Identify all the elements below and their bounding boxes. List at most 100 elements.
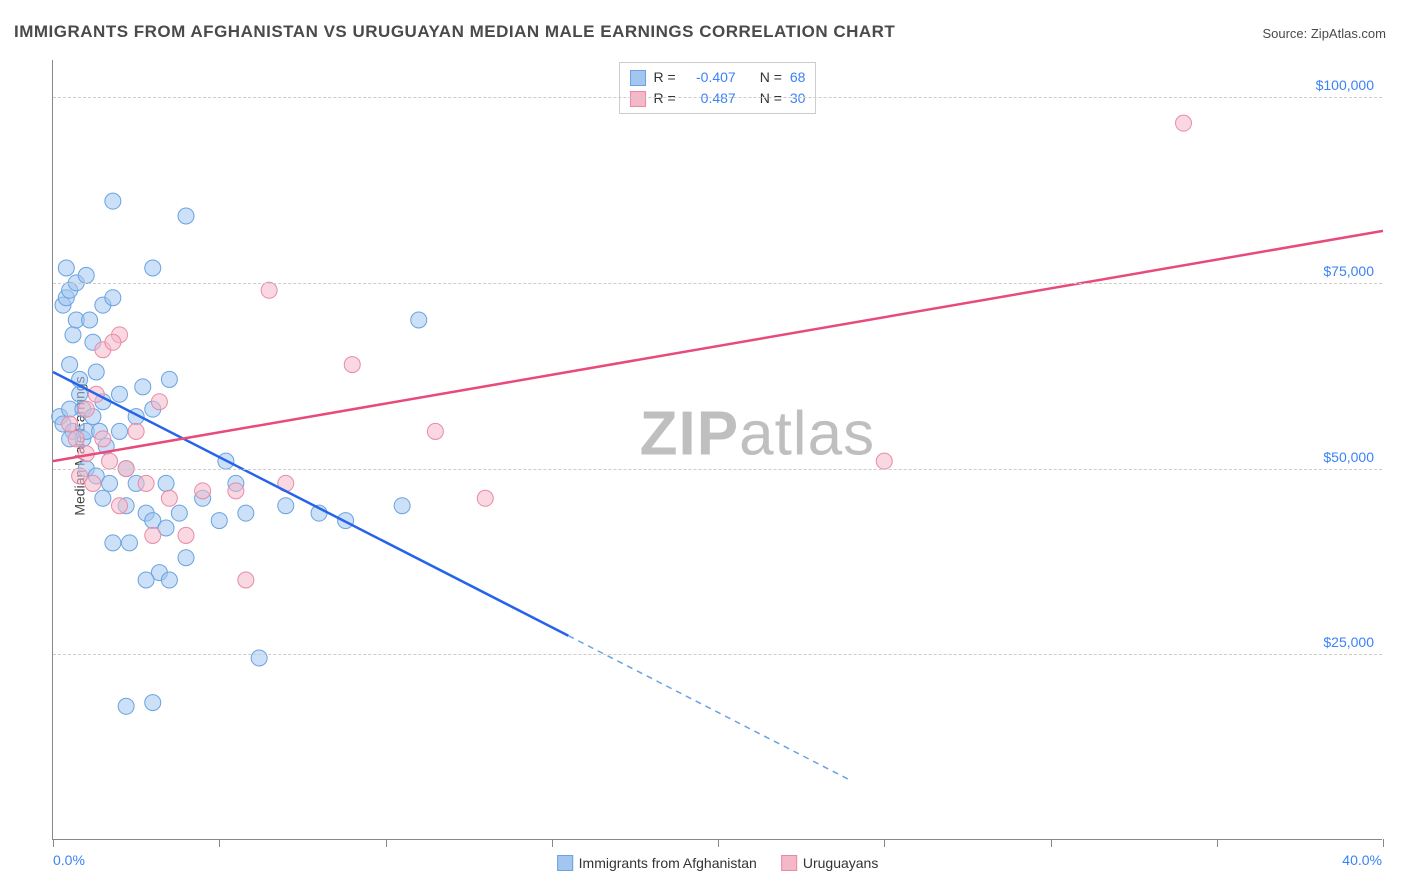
afghanistan-point: [145, 695, 161, 711]
r-value: 0.487: [684, 88, 736, 109]
afghanistan-point: [411, 312, 427, 328]
legend-swatch: [557, 855, 573, 871]
afghanistan-trendline-extrapolated: [568, 636, 851, 781]
afghanistan-point: [138, 572, 154, 588]
legend-series-label: Uruguayans: [803, 855, 879, 871]
uruguayans-point: [344, 357, 360, 373]
series-legend: Immigrants from Afghanistan Uruguayans: [557, 855, 879, 871]
uruguayans-point: [876, 453, 892, 469]
correlation-legend: R = -0.407 N = 68 R = 0.487 N = 30: [619, 62, 817, 114]
source-attribution: Source: ZipAtlas.com: [1262, 26, 1386, 41]
y-tick-label: $50,000: [1323, 449, 1374, 465]
x-tick: [1383, 839, 1384, 847]
uruguayans-point: [68, 431, 84, 447]
afghanistan-point: [178, 208, 194, 224]
afghanistan-point: [121, 535, 137, 551]
gridline: [53, 654, 1382, 655]
afghanistan-point: [118, 698, 134, 714]
x-tick-label: 40.0%: [1342, 852, 1382, 868]
legend-series-label: Immigrants from Afghanistan: [579, 855, 757, 871]
uruguayans-point: [112, 498, 128, 514]
afghanistan-point: [62, 357, 78, 373]
uruguayans-point: [1176, 115, 1192, 131]
uruguayans-point: [85, 475, 101, 491]
afghanistan-point: [394, 498, 410, 514]
gridline: [53, 97, 1382, 98]
afghanistan-point: [171, 505, 187, 521]
chart-container: IMMIGRANTS FROM AFGHANISTAN VS URUGUAYAN…: [0, 0, 1406, 892]
afghanistan-point: [58, 260, 74, 276]
afghanistan-point: [82, 312, 98, 328]
r-value: -0.407: [684, 67, 736, 88]
r-label: R =: [654, 67, 676, 88]
x-tick-label: 0.0%: [53, 852, 85, 868]
afghanistan-point: [78, 267, 94, 283]
chart-title: IMMIGRANTS FROM AFGHANISTAN VS URUGUAYAN…: [14, 22, 895, 42]
legend-swatch: [630, 91, 646, 107]
plot-area: ZIPatlas R =-0.407N =68R =0.487N =30 Imm…: [52, 60, 1382, 840]
x-tick: [1217, 839, 1218, 847]
uruguayans-point: [151, 394, 167, 410]
afghanistan-point: [105, 290, 121, 306]
afghanistan-point: [238, 505, 254, 521]
gridline: [53, 469, 1382, 470]
uruguayans-point: [178, 527, 194, 543]
uruguayans-point: [261, 282, 277, 298]
uruguayans-point: [195, 483, 211, 499]
r-label: R =: [654, 88, 676, 109]
uruguayans-point: [128, 423, 144, 439]
uruguayans-point: [228, 483, 244, 499]
afghanistan-point: [211, 513, 227, 529]
legend-series-item: Uruguayans: [781, 855, 879, 871]
uruguayans-point: [102, 453, 118, 469]
uruguayans-point: [427, 423, 443, 439]
x-tick: [884, 839, 885, 847]
afghanistan-point: [95, 490, 111, 506]
gridline: [53, 283, 1382, 284]
x-tick: [552, 839, 553, 847]
afghanistan-point: [112, 423, 128, 439]
x-tick: [386, 839, 387, 847]
n-value: 30: [790, 88, 806, 109]
afghanistan-point: [158, 475, 174, 491]
afghanistan-point: [161, 371, 177, 387]
y-tick-label: $75,000: [1323, 263, 1374, 279]
uruguayans-point: [145, 527, 161, 543]
x-tick: [1051, 839, 1052, 847]
afghanistan-point: [105, 535, 121, 551]
uruguayans-trendline: [53, 231, 1383, 461]
afghanistan-point: [161, 572, 177, 588]
afghanistan-point: [178, 550, 194, 566]
uruguayans-point: [477, 490, 493, 506]
uruguayans-point: [161, 490, 177, 506]
uruguayans-point: [105, 334, 121, 350]
legend-swatch: [781, 855, 797, 871]
y-tick-label: $25,000: [1323, 634, 1374, 650]
x-tick: [53, 839, 54, 847]
afghanistan-point: [135, 379, 151, 395]
source-label: Source:: [1262, 26, 1310, 41]
afghanistan-point: [278, 498, 294, 514]
source-name: ZipAtlas.com: [1311, 26, 1386, 41]
legend-swatch: [630, 70, 646, 86]
n-value: 68: [790, 67, 806, 88]
n-label: N =: [760, 67, 782, 88]
legend-series-item: Immigrants from Afghanistan: [557, 855, 757, 871]
uruguayans-point: [62, 416, 78, 432]
uruguayans-point: [138, 475, 154, 491]
x-tick: [718, 839, 719, 847]
afghanistan-point: [65, 327, 81, 343]
afghanistan-point: [105, 193, 121, 209]
uruguayans-point: [95, 431, 111, 447]
afghanistan-point: [88, 364, 104, 380]
afghanistan-point: [102, 475, 118, 491]
legend-correlation-row: R = 0.487 N = 30: [630, 88, 806, 109]
y-tick-label: $100,000: [1316, 77, 1374, 93]
legend-correlation-row: R = -0.407 N = 68: [630, 67, 806, 88]
plot-svg: [53, 60, 1382, 839]
n-label: N =: [760, 88, 782, 109]
x-tick: [219, 839, 220, 847]
afghanistan-point: [112, 386, 128, 402]
uruguayans-point: [78, 401, 94, 417]
uruguayans-point: [238, 572, 254, 588]
